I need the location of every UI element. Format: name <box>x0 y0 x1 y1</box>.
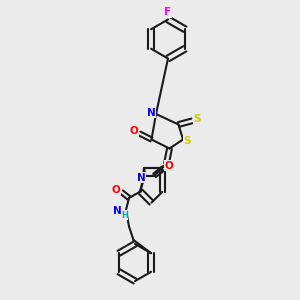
Text: O: O <box>164 160 173 171</box>
Text: S: S <box>194 114 201 124</box>
Text: O: O <box>130 126 139 136</box>
Text: N: N <box>136 173 146 183</box>
Text: O: O <box>112 184 121 195</box>
Text: F: F <box>164 7 172 17</box>
Text: N: N <box>147 107 156 118</box>
Text: N: N <box>113 206 122 217</box>
Text: S: S <box>184 136 191 146</box>
Text: H: H <box>121 211 128 220</box>
